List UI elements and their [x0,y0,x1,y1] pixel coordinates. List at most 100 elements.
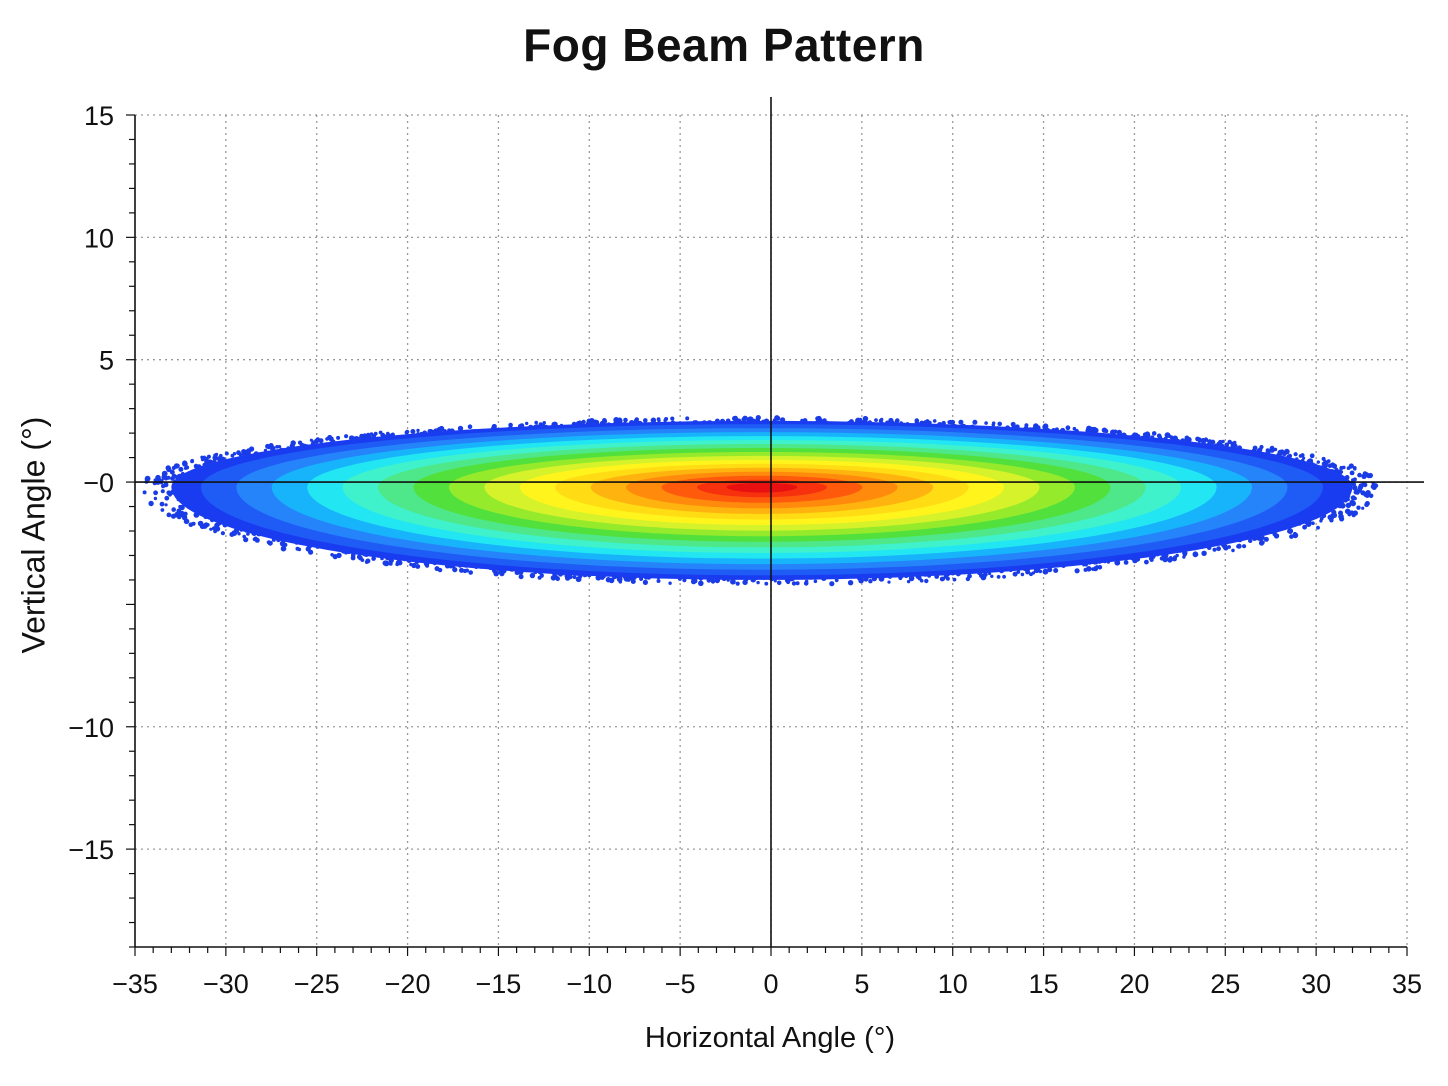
scatter-point [633,418,639,424]
scatter-point [166,512,172,518]
scatter-point [829,581,835,587]
x-tick-label: −5 [665,969,696,999]
scatter-point [1279,449,1285,455]
scatter-point [1364,501,1370,506]
scatter-point [1222,543,1228,550]
scatter-point [858,417,863,422]
scatter-point [572,575,577,579]
scatter-point [685,416,690,421]
scatter-point [895,418,900,423]
scatter-point [224,451,229,456]
scatter-point [467,424,473,430]
scatter-point [1269,447,1274,453]
x-tick-label: 25 [1210,969,1240,999]
scatter-point [1104,429,1109,434]
scatter-point [279,540,286,547]
scatter-point [1339,516,1345,522]
scatter-point [1182,552,1187,557]
scatter-point [1258,540,1265,546]
center-lines [135,97,1424,947]
scatter-point [1350,500,1356,507]
scatter-point [1362,482,1368,488]
scatter-point [906,579,911,584]
scatter-point [161,474,167,480]
scatter-point [952,577,957,582]
scatter-point [1342,465,1346,470]
scatter-point [1074,568,1080,574]
scatter-point [290,440,296,446]
scatter-point [887,580,891,584]
scatter-point [1097,565,1103,570]
scatter-point [214,526,221,532]
y-tick-label: −0 [83,468,114,498]
scatter-point [643,418,648,423]
scatter-point [972,419,978,425]
scatter-point [1087,567,1091,571]
scatter-point [1012,571,1018,577]
scatter-point [630,579,636,584]
scatter-point [438,425,445,432]
scatter-point [243,537,249,543]
scatter-point [550,575,557,581]
scatter-point [1144,559,1149,565]
scatter-point [1344,508,1351,515]
scatter-point [358,555,363,561]
scatter-point [1364,472,1370,478]
scatter-point [1053,568,1059,573]
scatter-point [670,416,675,421]
scatter-point [1321,462,1326,466]
y-tick-label: 5 [99,346,114,376]
scatter-point [945,576,950,581]
scatter-point [1353,496,1357,501]
scatter-point [229,532,235,537]
scatter-point [468,570,474,575]
beam-pattern [142,415,1379,587]
scatter-point [1156,433,1162,439]
scatter-point [452,567,458,573]
scatter-point [1352,477,1357,482]
scatter-point [917,576,922,581]
scatter-point [1284,448,1290,455]
scatter-point [170,513,177,519]
scatter-point [1195,436,1200,442]
scatter-point [459,567,464,573]
y-tick-label: 15 [84,101,114,131]
x-tick-label: 15 [1029,969,1059,999]
scatter-point [742,579,748,585]
scatter-point [603,419,608,424]
scatter-point [275,445,279,449]
scatter-point [193,463,199,469]
scatter-point [1192,551,1199,558]
scatter-point [1330,462,1336,468]
scatter-point [1123,560,1129,565]
scatter-point [220,531,225,536]
scatter-point [1357,472,1362,478]
scatter-point [537,575,542,580]
scatter-point [742,415,748,421]
scatter-point [237,532,241,536]
scatter-point [965,576,971,582]
scatter-point [1088,426,1094,432]
scatter-point [153,490,159,496]
scatter-point [618,580,623,584]
scatter-point [880,417,884,422]
scatter-point [1302,524,1307,530]
scatter-point [183,518,190,525]
scatter-point [748,416,754,423]
scatter-point [534,420,538,425]
scatter-point [791,581,797,586]
scatter-point [803,581,809,586]
scatter-point [1092,566,1099,572]
scatter-point [1092,426,1098,433]
scatter-point [1231,548,1235,553]
scatter-point [166,466,172,473]
scatter-point [178,466,184,472]
scatter-point [1212,547,1217,552]
scatter-point [371,556,376,561]
x-tick-label: 0 [763,969,778,999]
scatter-point [1025,569,1031,575]
scatter-point [567,574,573,580]
scatter-point [1300,453,1305,458]
scatter-point [336,552,342,559]
